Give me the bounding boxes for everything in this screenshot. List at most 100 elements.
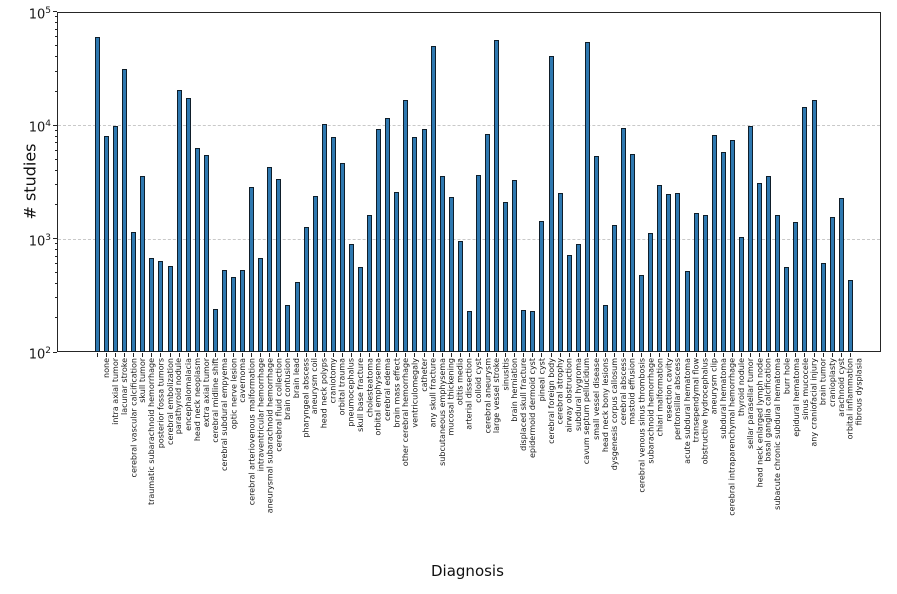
bar (312, 196, 318, 352)
bar (149, 257, 155, 352)
x-tick-label: aneurysmal subarachnoid hemorrhage (265, 358, 275, 514)
y-major-tick (53, 351, 57, 353)
x-tick (477, 353, 479, 357)
bar (475, 175, 481, 352)
bar (113, 125, 119, 352)
x-tick-label: cholesteatoma (365, 358, 375, 418)
bar (457, 241, 463, 352)
bar (485, 133, 490, 352)
x-tick-label: cerebral edema (383, 358, 393, 422)
bar (829, 217, 835, 352)
y-tick-label: 103 (28, 232, 51, 249)
x-tick (106, 353, 108, 357)
gridline-10e3 (58, 238, 880, 240)
y-minor-tick (54, 203, 57, 205)
x-tick-label: peritonsillar abscess (673, 358, 683, 440)
x-tick-label: obstructive hydrocephalus (700, 358, 710, 465)
bar (711, 135, 717, 352)
x-tick-label: brain mass effect (392, 358, 402, 428)
x-tick (260, 353, 262, 357)
bar (566, 255, 572, 352)
bar (466, 310, 472, 352)
x-tick-label: pharyngeal abscess (301, 358, 311, 438)
bar (811, 100, 817, 352)
x-tick (750, 353, 752, 357)
x-tick (559, 353, 561, 357)
bar (221, 269, 227, 352)
bar (621, 128, 627, 352)
x-tick-label: encephalomalacia (183, 358, 193, 431)
y-minor-tick (54, 16, 57, 18)
y-minor-tick (54, 70, 57, 72)
bar (639, 274, 645, 352)
x-tick (532, 353, 534, 357)
x-tick-label: arachnoid cyst (836, 358, 846, 417)
x-tick (722, 353, 724, 357)
bar (729, 140, 735, 352)
x-tick (668, 353, 670, 357)
x-tick-label: brain contusion (283, 358, 293, 421)
x-tick (441, 353, 443, 357)
x-tick (849, 353, 851, 357)
bar (203, 154, 209, 352)
bar (194, 147, 200, 352)
x-tick (278, 353, 280, 357)
gridline-10e4 (58, 125, 880, 127)
bar (158, 260, 164, 352)
x-tick (124, 353, 126, 357)
y-minor-tick (54, 135, 57, 137)
x-tick (169, 353, 171, 357)
bar (793, 222, 799, 352)
x-tick-label: skull base fracture (355, 358, 365, 432)
x-tick-label: large vessel stroke (492, 358, 501, 434)
y-minor-tick (54, 317, 57, 319)
bar (748, 126, 754, 352)
x-tick-label: orbital trauma (337, 358, 347, 416)
bar (348, 244, 354, 352)
x-tick-label: optic nerve lesion (228, 358, 238, 430)
x-tick (604, 353, 606, 357)
x-tick (577, 353, 579, 357)
x-tick (550, 353, 552, 357)
x-tick (332, 353, 334, 357)
x-tick (822, 353, 824, 357)
x-tick (514, 353, 516, 357)
x-tick-label: craniotomy (328, 358, 338, 404)
y-minor-tick (54, 142, 57, 144)
x-axis-title: Diagnosis (431, 562, 504, 580)
bar (294, 281, 300, 352)
x-tick-label: aneurysm clip (709, 358, 719, 415)
y-minor-tick (54, 263, 57, 265)
x-tick (487, 353, 488, 357)
x-tick-label: catheter (419, 358, 429, 392)
x-tick (314, 353, 316, 357)
x-tick-label: intra axial tumor (111, 358, 121, 425)
x-tick (432, 353, 434, 357)
x-tick (151, 353, 153, 357)
x-tick-label: dysgenesis corpus callosum (609, 358, 619, 471)
x-tick (142, 353, 144, 357)
x-tick-label: mastoid effusion (628, 358, 638, 425)
bar (666, 194, 672, 352)
x-tick (233, 353, 235, 357)
x-tick-label: brain tumor (818, 358, 828, 406)
bar (330, 136, 336, 352)
x-tick (740, 353, 742, 357)
bar (167, 265, 173, 352)
x-tick (804, 353, 806, 357)
x-tick (387, 353, 389, 357)
x-tick-label: chiari malformation (655, 358, 665, 437)
x-tick (496, 353, 498, 357)
bar (185, 98, 191, 352)
x-tick (414, 353, 416, 357)
x-tick-label: cerebral foreign body (546, 358, 556, 444)
bar (802, 106, 808, 352)
y-minor-tick (54, 158, 57, 160)
x-tick-label: pineal cyst (537, 358, 547, 402)
y-major-tick (53, 238, 57, 240)
bar (775, 215, 781, 352)
x-tick-label: otitis media (455, 358, 465, 406)
x-tick (641, 353, 643, 357)
x-tick (659, 353, 661, 357)
x-tick (450, 353, 452, 357)
